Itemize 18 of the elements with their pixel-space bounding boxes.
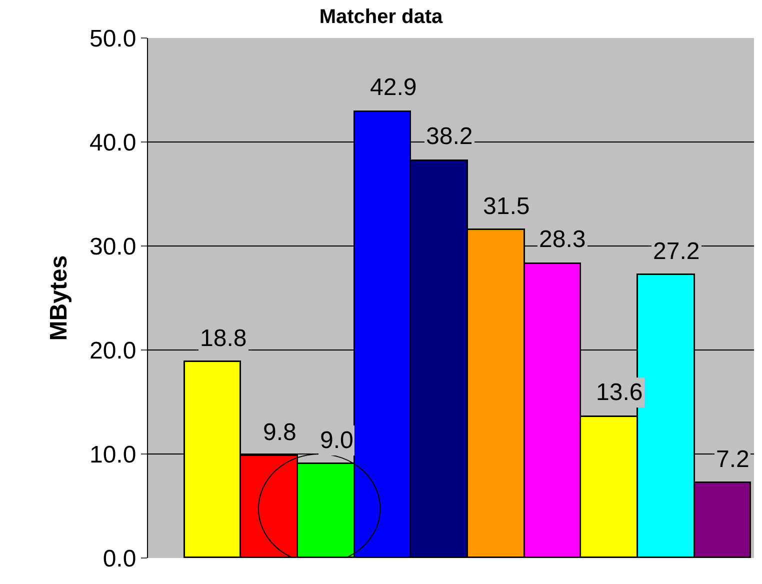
chart-title: Matcher data (319, 6, 444, 28)
y-tick-label: 50.0 (89, 25, 136, 52)
y-axis-title: MBytes (46, 255, 73, 341)
data-label: 9.0 (320, 427, 354, 454)
y-tick-label: 40.0 (89, 129, 136, 156)
data-label: 38.2 (426, 123, 473, 150)
data-label: 18.8 (200, 325, 247, 352)
data-label: 13.6 (596, 379, 643, 406)
data-label: 7.2 (716, 446, 750, 473)
data-label: 28.3 (539, 226, 586, 253)
y-tick-label: 30.0 (89, 233, 136, 260)
y-tick-label: 10.0 (89, 441, 136, 468)
data-label: 31.5 (483, 193, 530, 220)
y-tick-label: 0.0 (102, 545, 136, 572)
y-tick-label: 20.0 (89, 337, 136, 364)
data-label: 9.8 (263, 419, 296, 446)
data-label: 42.9 (370, 74, 417, 101)
data-label: 27.2 (653, 238, 700, 265)
